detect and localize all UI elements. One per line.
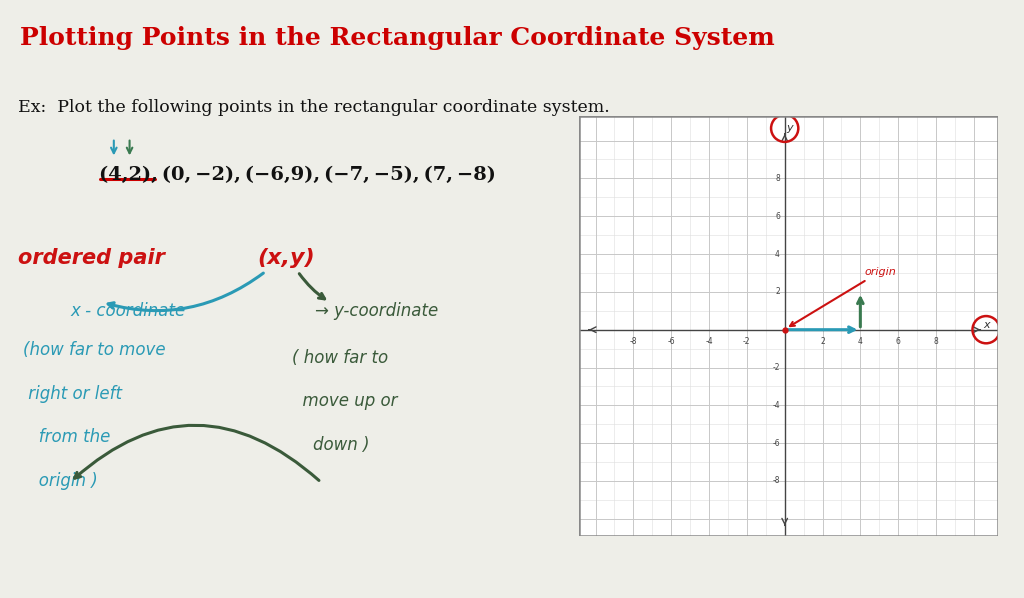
Text: y: y xyxy=(786,123,793,133)
Text: down ): down ) xyxy=(292,436,370,454)
Text: ordered pair: ordered pair xyxy=(17,248,165,269)
Text: -2: -2 xyxy=(743,337,751,346)
Text: -6: -6 xyxy=(668,337,675,346)
Text: -4: -4 xyxy=(706,337,713,346)
Text: origin ): origin ) xyxy=(24,472,98,490)
Text: from the: from the xyxy=(24,428,111,446)
Text: right or left: right or left xyxy=(24,385,122,402)
Text: (4,2), (0, −2), (−6,9), (−7, −5), (7, −8): (4,2), (0, −2), (−6,9), (−7, −5), (7, −8… xyxy=(99,166,496,184)
Text: move up or: move up or xyxy=(292,392,397,410)
Text: 4: 4 xyxy=(858,337,863,346)
Text: x - coordinate: x - coordinate xyxy=(70,303,185,321)
Text: x: x xyxy=(983,320,989,330)
Text: Ex:  Plot the following points in the rectangular coordinate system.: Ex: Plot the following points in the rec… xyxy=(17,99,609,116)
Text: 8: 8 xyxy=(934,337,938,346)
Text: ( how far to: ( how far to xyxy=(292,349,388,367)
Text: 8: 8 xyxy=(775,174,780,183)
Text: Plotting Points in the Rectangular Coordinate System: Plotting Points in the Rectangular Coord… xyxy=(20,26,775,50)
Text: 6: 6 xyxy=(775,212,780,221)
Text: -8: -8 xyxy=(772,477,780,486)
Text: 2: 2 xyxy=(775,288,780,297)
Text: -8: -8 xyxy=(630,337,637,346)
Text: -6: -6 xyxy=(772,439,780,448)
Text: -2: -2 xyxy=(772,363,780,372)
Text: 2: 2 xyxy=(820,337,825,346)
Text: → y-coordinate: → y-coordinate xyxy=(315,303,438,321)
Text: (x,y): (x,y) xyxy=(257,248,314,269)
Text: (how far to move: (how far to move xyxy=(24,341,166,359)
Text: 6: 6 xyxy=(896,337,900,346)
Text: 4: 4 xyxy=(775,249,780,258)
Text: origin: origin xyxy=(790,267,896,326)
Text: -4: -4 xyxy=(772,401,780,410)
